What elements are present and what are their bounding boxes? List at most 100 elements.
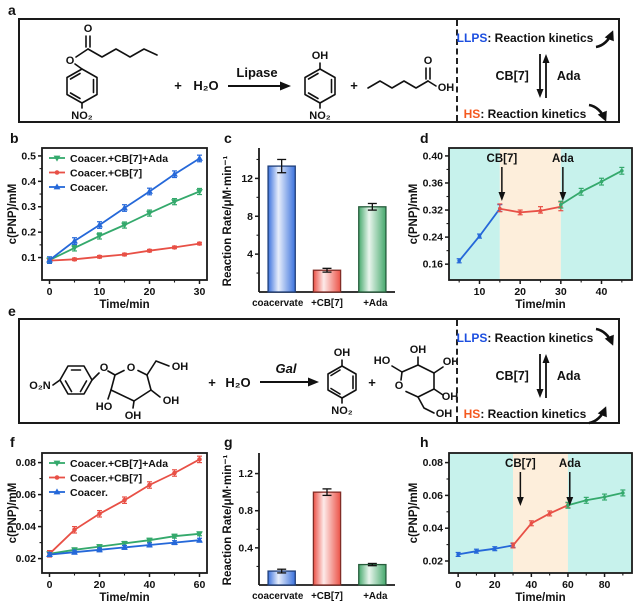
svg-text:0.04: 0.04 (423, 523, 444, 535)
llps-row: LLPS: Reaction kinetics (457, 25, 620, 51)
svg-text:0.4: 0.4 (21, 176, 36, 188)
svg-text:0.08: 0.08 (423, 457, 444, 469)
product-acid-structure (367, 67, 437, 89)
substrate-no2-label: NO₂ (71, 110, 93, 121)
bar-coacervate (267, 568, 296, 586)
y-axis-label: Reaction Rate/μM·min⁻¹ (222, 156, 234, 287)
llps-label: LLPS (456, 331, 488, 345)
llps-text: : Reaction kinetics (487, 31, 594, 45)
svg-text:8: 8 (247, 211, 253, 223)
x-axis-label: Time/min (99, 299, 149, 311)
y-axis-label: c(PNP)/mM (408, 184, 420, 245)
panel-label-f: f (10, 434, 15, 450)
svg-text:0.24: 0.24 (423, 232, 444, 244)
annotation-CB[7]: CB[7] (505, 458, 536, 506)
axis-ticks: 0 20 40 60 80 0.02 0.04 0.06 0.08 (423, 457, 624, 591)
svg-text:60: 60 (562, 579, 574, 591)
cb7-label: CB[7] (495, 69, 529, 83)
acid-oh-label: OH (438, 82, 455, 94)
hs-row: HS: Reaction kinetics (464, 401, 613, 427)
bar-+Ada (358, 202, 387, 293)
o2n-label: O₂N (29, 380, 50, 392)
svg-text:0.08: 0.08 (16, 457, 37, 469)
llps-label: LLPS (456, 31, 488, 45)
product-phenol-structure (327, 359, 357, 404)
svg-text:0.02: 0.02 (423, 556, 444, 568)
kinetics-up-arrow-icon (596, 30, 615, 49)
svg-text:4: 4 (247, 249, 253, 261)
panel-label-h: h (420, 434, 429, 450)
x-axis-label: Time/min (515, 592, 565, 604)
chart-f-kinetics-lines: 0 20 40 60 0.02 0.04 0.06 0.08 Time/min c(PNP)/mM… (7, 452, 208, 604)
kinetics-down-arrow-icon (589, 103, 608, 122)
reaction-scheme-e: O₂N O O OH HO OH OH + H₂O Gal OH (29, 344, 458, 422)
ada-label: Ada (556, 369, 581, 383)
reaction-arrow (228, 81, 291, 91)
phenol-no2-label: NO₂ (309, 110, 331, 121)
ch2oh-label: OH (172, 361, 189, 373)
equilibrium-row: CB[7] Ada (495, 351, 581, 401)
plot-frame (448, 452, 633, 574)
category-label: +CB[7] (311, 298, 343, 309)
svg-text:0.16: 0.16 (423, 259, 444, 271)
equilibrium-arrows-icon (536, 354, 550, 398)
legend: Coacer.+CB[7]+Ada Coacer.+CB[7] Coacer. (49, 153, 168, 194)
axis-ticks: 0.4 0.8 1.2 (238, 468, 259, 567)
panel-label-b: b (10, 130, 19, 146)
svg-text:0.8: 0.8 (238, 505, 253, 517)
bar-coacervate (267, 158, 296, 293)
oh-right-label: OH (163, 395, 180, 407)
kinetics-box-a: LLPS: Reaction kinetics CB[7] Ada HS: Re… (456, 20, 620, 122)
sugar-ho-label: HO (374, 355, 391, 367)
annotation-CB[7]: CB[7] (487, 153, 517, 201)
plus-sign-2: + (368, 375, 376, 390)
svg-text:1.2: 1.2 (238, 468, 253, 480)
svg-text:Ada: Ada (552, 153, 574, 165)
svg-text:0.1: 0.1 (21, 252, 36, 264)
chart-b-kinetics-lines: 0 10 20 30 0.1 0.2 0.3 0.4 0.5 Time/min c(PNP)/mM C… (7, 147, 208, 311)
phenol-oh-label: OH (312, 50, 329, 62)
oh-bottom-label: OH (125, 410, 142, 422)
acid-o-label: O (424, 55, 433, 67)
equilibrium-row: CB[7] Ada (495, 51, 580, 101)
svg-text:Coacer.+CB[7]+Ada: Coacer.+CB[7]+Ada (70, 153, 168, 165)
ester-o-label: O (66, 55, 75, 67)
annotation-Ada: Ada (559, 458, 581, 506)
sugar-oh-r2-label: OH (442, 391, 458, 403)
product-phenol-structure (304, 62, 336, 109)
svg-text:40: 40 (144, 579, 156, 591)
cb7-label: CB[7] (495, 369, 529, 383)
svg-text:0: 0 (455, 579, 461, 591)
water-label: H₂O (225, 375, 250, 390)
sugar-ring-o-label: O (395, 380, 404, 392)
svg-text:40: 40 (596, 286, 608, 298)
x-axis-label: Time/min (515, 299, 565, 311)
panel-label-a: a (8, 2, 16, 18)
data-series-2 (46, 154, 203, 265)
category-label: coacervate (252, 591, 304, 602)
y-axis-label: c(PNP)/mM (7, 483, 19, 544)
ho-label: HO (96, 401, 113, 413)
svg-text:Coacer.+CB[7]: Coacer.+CB[7] (70, 167, 142, 179)
kinetics-box-e: LLPS: Reaction kinetics CB[7] Ada HS: Re… (456, 320, 618, 425)
svg-text:0.32: 0.32 (423, 205, 444, 217)
panel-label-c: c (224, 130, 232, 146)
substrate-glycoside-structure (52, 360, 170, 409)
phenol-no2-label: NO₂ (331, 405, 353, 417)
plot-frame (41, 452, 208, 574)
svg-text:0.40: 0.40 (423, 150, 444, 162)
sugar-oh-r1-label: OH (443, 356, 458, 368)
sugar-oh-b-label: OH (436, 408, 453, 420)
svg-text:Coacer.+CB[7]: Coacer.+CB[7] (70, 472, 142, 484)
svg-text:10: 10 (94, 286, 106, 298)
y-axis-label: c(PNP)/mM (408, 483, 420, 544)
plus-sign-2: + (350, 78, 358, 93)
svg-text:0: 0 (47, 579, 53, 591)
svg-text:20: 20 (514, 286, 526, 298)
enzyme-label: Lipase (236, 65, 277, 80)
svg-text:30: 30 (194, 286, 206, 298)
y-axis-label: Reaction Rate/μM·min⁻¹ (222, 455, 234, 586)
svg-text:20: 20 (144, 286, 156, 298)
chart-c-rate-bars: 4 8 12 Reaction Rate/μM·min⁻¹ coacervate +CB[… (222, 148, 395, 309)
